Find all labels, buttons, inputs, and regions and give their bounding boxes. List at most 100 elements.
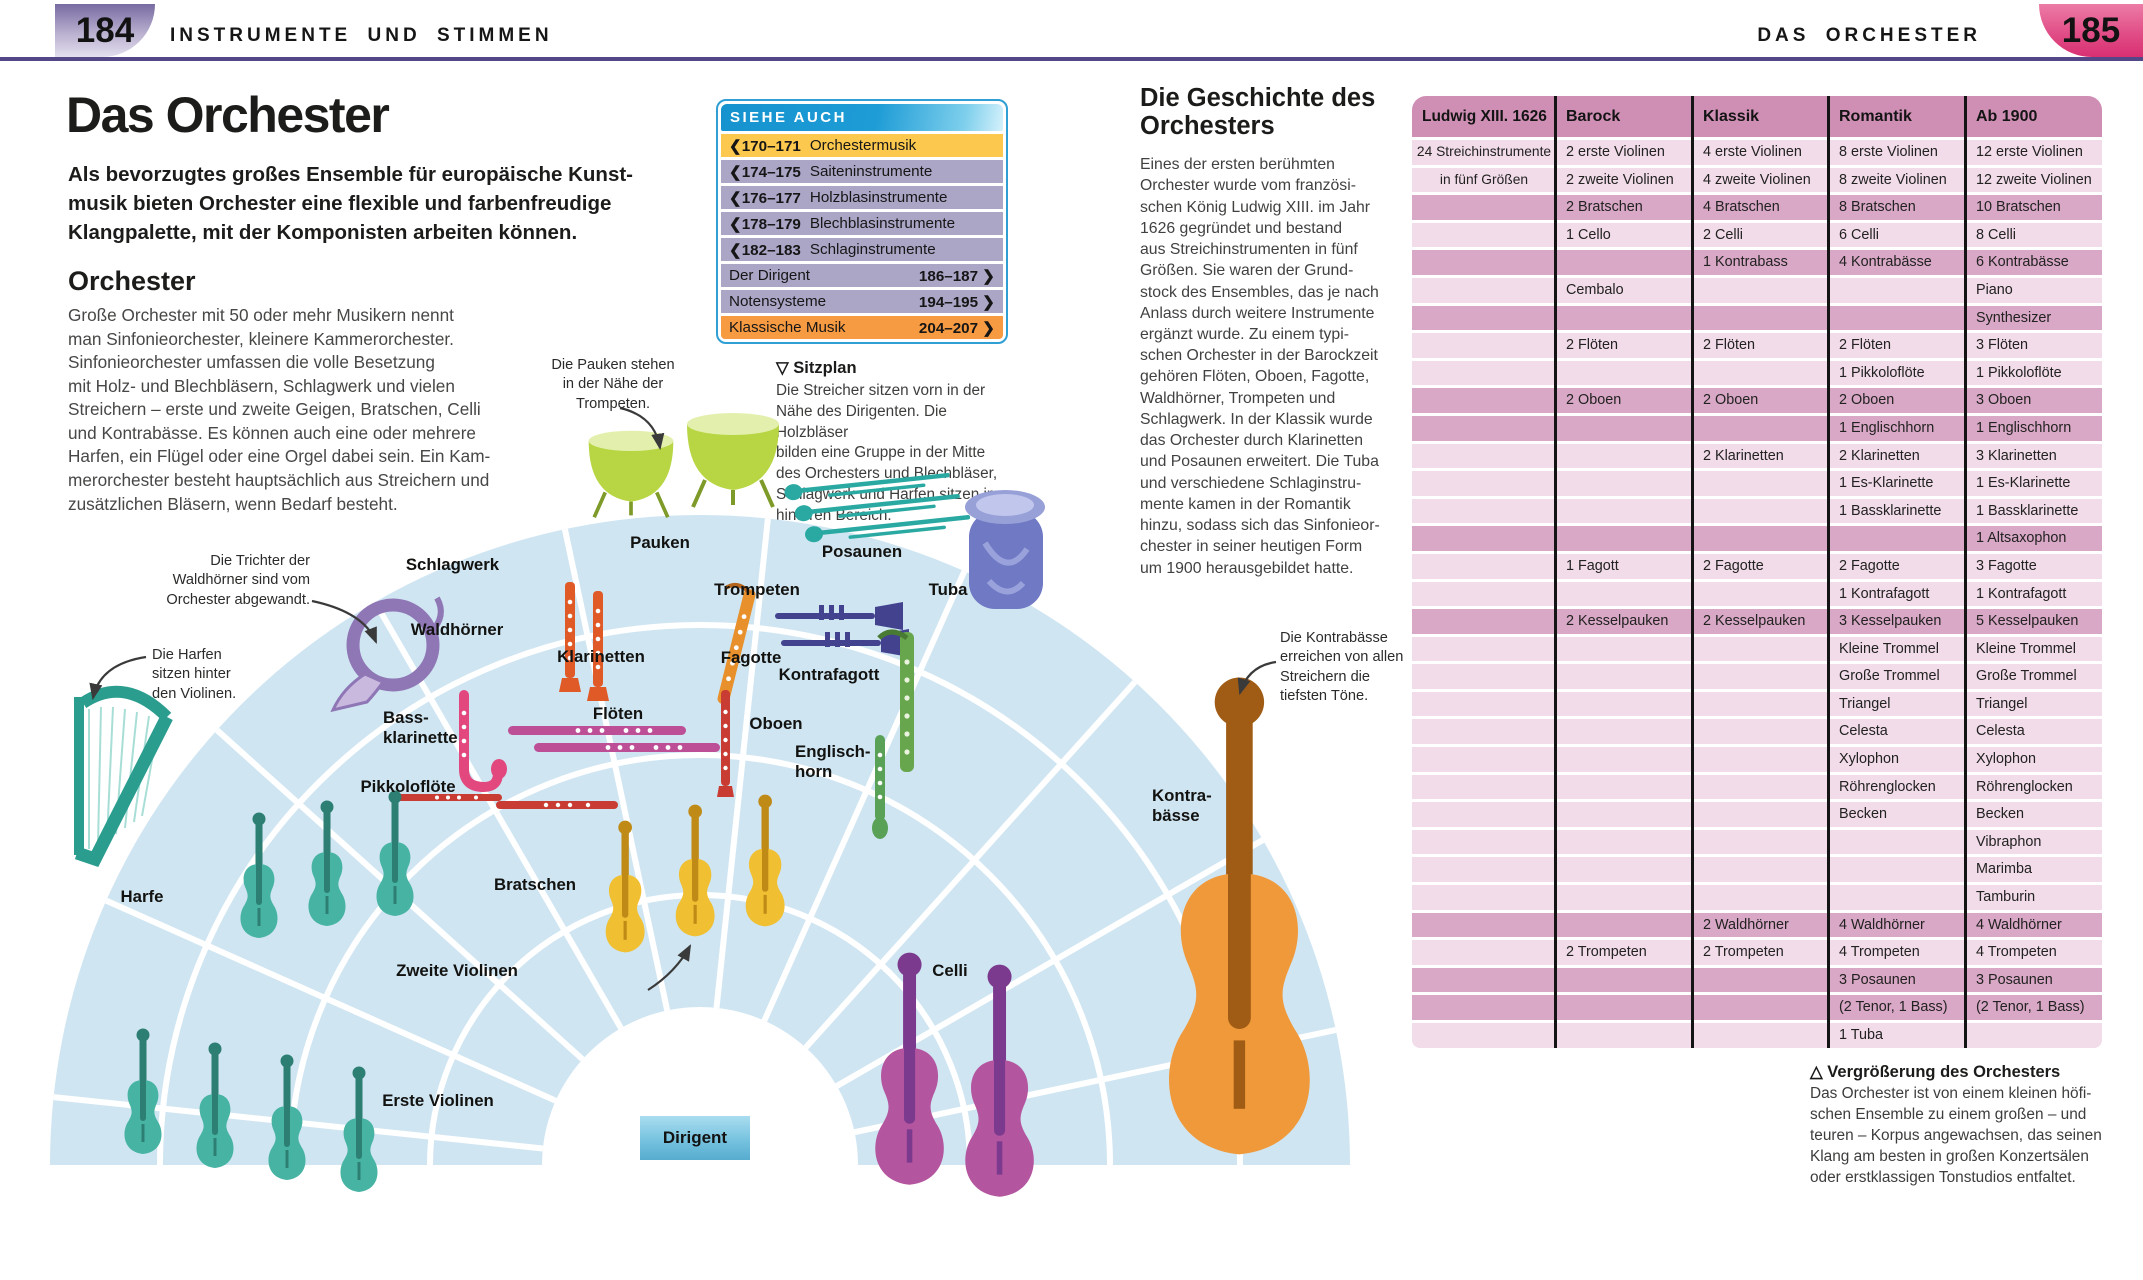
table-row: 1 Kontrabass 4 Kontrabässe 6 Kontrabässe (1412, 250, 2102, 275)
table-cell (1412, 361, 1554, 386)
table-caption-title: Vergrößerung des Orchesters (1827, 1063, 2061, 1081)
table-cell (1691, 830, 1827, 855)
table-cell: 5 Kesselpauken (1976, 613, 2079, 630)
table-cell: 2 Klarinetten (1839, 447, 1920, 464)
table-row: Große Trommel Große Trommel (1412, 664, 2102, 689)
table-cell: 6 Celli (1839, 226, 1879, 243)
table-cell: 1 Pikkoloflöte (1976, 364, 2062, 381)
table-row: Triangel Triangel (1412, 691, 2102, 717)
intro-text: Als bevorzugtes großes Ensemble für euro… (68, 163, 634, 245)
table-cell: 24 Streichinstrumente (1416, 144, 1552, 159)
see-also-pages: ❮178–179 (729, 215, 801, 233)
english-horn-illustration (872, 735, 888, 839)
see-also-item: ❮176–177 Holzblasinstrumente (721, 186, 1003, 209)
table-cell (1412, 830, 1554, 855)
table-cell: Triangel (1839, 695, 1891, 712)
table-row: Vibraphon (1412, 829, 2102, 855)
see-also-label: Blechblasinstrumente (809, 215, 956, 232)
table-cell: 1 Pikkoloflöte (1839, 364, 1925, 381)
table-cell: Marimba (1976, 861, 2032, 878)
running-head-right: DAS ORCHESTER (1757, 25, 1981, 46)
see-also-pages: ❮182–183 (729, 241, 801, 259)
label-bassoons: Fagotte (720, 648, 782, 667)
annotation-horns: Die Trichter der Waldhörner sind vom Orc… (166, 553, 310, 608)
table-cell: 4 Bratschen (1703, 199, 1780, 216)
history-section: Die Geschichte des Orchesters Eines der … (1140, 84, 1388, 579)
table-cell: 2 Flöten (1839, 337, 1891, 354)
table-row: 1 Fagott 2 Fagotte 2 Fagotte 3 Fagotte (1412, 553, 2102, 579)
table-cell: 3 Posaunen (1839, 971, 1916, 988)
see-also-label: Notensysteme (729, 293, 827, 310)
table-cell: 2 Waldhörner (1703, 916, 1789, 933)
string-instrument (268, 1054, 306, 1180)
table-header-cell: Ludwig XIII. 1626 (1422, 108, 1547, 125)
table-cell: 8 zweite Violinen (1839, 171, 1947, 188)
label-french-horns: Waldhörner (410, 620, 504, 639)
label-contrabassoon: Kontrafagott (778, 665, 880, 684)
timpani-illustration (588, 413, 779, 518)
label-cellos: Celli (932, 961, 968, 980)
table-cell: 4 Waldhörner (1839, 916, 1925, 933)
label-clarinets: Klarinetten (557, 647, 645, 666)
table-cell (1554, 885, 1691, 910)
table-cell: 2 Fagotte (1703, 557, 1764, 574)
table-cell: Xylophon (1839, 751, 1900, 768)
label-trumpets: Trompeten (714, 580, 800, 599)
table-cell: 1 Altsaxophon (1976, 530, 2067, 547)
table-cell: 1 Tuba (1839, 1027, 1884, 1043)
table-cell (1412, 995, 1554, 1020)
table-cell (1691, 968, 1827, 993)
table-cell: 8 Bratschen (1839, 199, 1916, 216)
see-also-pages: ❮176–177 (729, 189, 801, 207)
table-cell (1691, 278, 1827, 303)
table-cell (1827, 278, 1964, 303)
table-cell: 1 Kontrafagott (1839, 585, 1930, 602)
table-cell (1412, 223, 1554, 248)
table-row: Kleine Trommel Kleine Trommel (1412, 636, 2102, 662)
triangle-down-icon: ▽ (776, 359, 789, 377)
table-row: 2 Kesselpauken 2 Kesselpauken 3 Kesselpauk… (1412, 609, 2102, 634)
table-cell: 1 Kontrafagott (1976, 585, 2067, 602)
table-row: 3 Posaunen 3 Posaunen (1412, 967, 2102, 993)
table-cell: 2 Oboen (1566, 392, 1622, 409)
table-cell (1691, 857, 1827, 882)
table-cell: Röhrenglocken (1839, 778, 1936, 795)
seating-plan-diagram (50, 413, 1350, 1250)
label-violas: Bratschen (493, 875, 577, 894)
contrabassoon-illustration (877, 629, 914, 772)
table-cell (1412, 471, 1554, 496)
string-sections (124, 677, 1310, 1197)
table-cell: Xylophon (1976, 751, 2037, 768)
caption-title: Sitzplan (793, 359, 857, 377)
table-cell (1827, 885, 1964, 910)
string-instrument (196, 1042, 234, 1168)
table-row: Tamburin (1412, 885, 2102, 910)
table-cell: 8 erste Violinen (1839, 144, 1938, 160)
see-also-item: ❮170–171 Orchestermusik (721, 134, 1003, 157)
flutes-illustration (508, 726, 720, 752)
string-instrument (308, 800, 346, 926)
table-cell: 2 Flöten (1703, 337, 1755, 354)
history-heading: Die Geschichte des Orchesters (1140, 84, 1376, 141)
table-row: 2 Oboen 2 Oboen 2 Oboen 3 Oboen (1412, 388, 2102, 413)
table-row: Celesta Celesta (1412, 719, 2102, 745)
table-cell (1412, 692, 1554, 717)
piccolo-illustration (392, 794, 618, 809)
see-also-label: Klassische Musik (729, 319, 846, 336)
table-cell (1412, 554, 1554, 579)
table-cell (1554, 416, 1691, 441)
table-header-row: Ludwig XIII. 1626 Barock Klassik Romantik Ab… (1412, 96, 2102, 137)
table-cell (1554, 471, 1691, 496)
annotation-harps: Die Harfen sitzen hinter den Violinen. (152, 647, 237, 702)
table-cell (1691, 747, 1827, 772)
table-cell (1554, 306, 1691, 331)
see-also-item: Der Dirigent 186–187 ❯ (721, 264, 1003, 287)
table-cell: 12 zweite Violinen (1976, 171, 2092, 188)
label-tuba: Tuba (928, 580, 968, 599)
see-also-label: Schlaginstrumente (809, 241, 936, 258)
table-cell: 2 Kesselpauken (1703, 613, 1806, 630)
table-cell: 12 erste Violinen (1976, 144, 2083, 160)
label-double-basses: Kontra- bässe (1152, 786, 1212, 825)
table-cell (1827, 857, 1964, 882)
